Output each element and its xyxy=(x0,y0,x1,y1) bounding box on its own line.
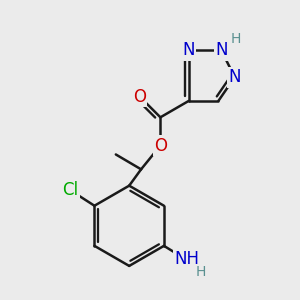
Text: NH: NH xyxy=(174,250,199,268)
Text: H: H xyxy=(195,265,206,279)
Text: N: N xyxy=(215,41,228,59)
Text: O: O xyxy=(154,136,167,154)
Text: Cl: Cl xyxy=(63,181,79,199)
Text: H: H xyxy=(231,32,242,46)
Text: N: N xyxy=(182,41,195,59)
Text: N: N xyxy=(229,68,241,86)
Text: O: O xyxy=(133,88,146,106)
